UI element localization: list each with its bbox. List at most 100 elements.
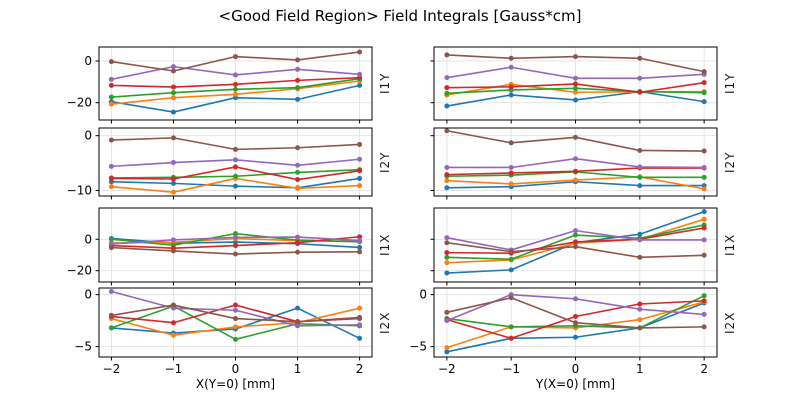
data-point-series-5 (357, 322, 363, 328)
data-point-series-5 (295, 323, 301, 329)
data-point-series-6 (573, 54, 578, 60)
data-point-series-6 (170, 248, 176, 254)
data-point-series-6 (357, 49, 363, 55)
y-tick-label: 0 (84, 129, 92, 143)
y-axis-label-right-i1y-vs-y: I1Y (723, 72, 737, 95)
data-point-series-5 (637, 164, 643, 170)
data-point-series-1 (233, 183, 238, 189)
data-point-series-3 (444, 254, 450, 260)
data-point-series-2 (701, 186, 707, 192)
data-point-series-1 (637, 231, 643, 237)
y-tick-label: 0 (84, 54, 92, 68)
gridlines (99, 288, 372, 357)
y-axis-label-right-i1y-vs-x: I1Y (378, 72, 392, 95)
x-tick-label: 0 (232, 362, 240, 376)
data-point-series-5 (108, 163, 114, 169)
data-point-series-6 (701, 324, 707, 330)
data-point-series-3 (701, 90, 707, 96)
data-point-series-2 (444, 178, 450, 184)
data-point-series-3 (233, 86, 238, 92)
data-point-series-5 (233, 72, 238, 78)
y-axis-label-right-i2y-vs-x: I2Y (378, 151, 392, 173)
data-point-series-1 (233, 239, 238, 245)
subplot-i1y-vs-y (430, 46, 718, 124)
data-point-series-6 (233, 54, 238, 60)
data-point-series-4 (233, 302, 238, 308)
data-point-series-4 (637, 301, 643, 307)
data-point-series-6 (108, 137, 114, 143)
subplot-i2x-vs-x: −2 −1 0 1 2 0 −5 X(Y=0) [mm] (74, 287, 373, 391)
axis-ticks: 0 −20 (67, 232, 361, 286)
data-point-series-3 (233, 231, 238, 237)
data-point-series-5 (444, 318, 450, 324)
data-point-series-3 (295, 85, 301, 91)
data-point-series-3 (508, 324, 514, 330)
data-point-series-1 (170, 109, 176, 115)
data-point-series-6 (108, 245, 114, 251)
axis-ticks (430, 238, 705, 286)
data-point-series-6 (295, 145, 301, 151)
y-axis-label-right-i1x-vs-y: I1X (723, 233, 737, 257)
series-group (108, 49, 363, 115)
data-point-series-1 (444, 270, 450, 276)
data-point-series-5 (170, 237, 176, 243)
data-point-series-1 (701, 209, 707, 215)
data-point-series-1 (444, 185, 450, 191)
data-point-series-4 (573, 313, 578, 319)
data-point-series-5 (170, 160, 176, 166)
data-point-series-6 (508, 295, 514, 301)
data-point-series-6 (170, 135, 176, 141)
x-axis-label: X(Y=0) [mm] (196, 377, 275, 391)
y-tick-label: −5 (74, 340, 92, 354)
data-point-series-6 (508, 55, 514, 61)
data-point-series-4 (508, 335, 514, 341)
data-point-series-2 (108, 101, 114, 107)
x-tick-label: −2 (438, 362, 456, 376)
data-point-series-3 (108, 325, 114, 331)
data-point-series-5 (357, 71, 363, 77)
plot-canvas-i2x-vs-y: −2 −1 0 1 2 0 −5 Y(X=0) [mm] (409, 287, 718, 391)
data-point-series-4 (701, 298, 707, 304)
subplot-i1x-vs-y (430, 207, 718, 286)
plot-canvas-i2x-vs-x: −2 −1 0 1 2 0 −5 X(Y=0) [mm] (74, 287, 373, 391)
data-point-series-6 (508, 249, 514, 255)
y-tick-label: −10 (67, 184, 92, 198)
data-point-series-6 (295, 319, 301, 325)
y-tick-label: −20 (67, 96, 92, 110)
data-point-series-3 (233, 336, 238, 342)
subplot-i1x-vs-x: 0 −20 (67, 207, 373, 286)
data-point-series-1 (357, 175, 363, 181)
data-point-series-4 (637, 89, 643, 95)
data-point-series-5 (701, 164, 707, 170)
data-point-series-4 (701, 80, 707, 86)
axis-ticks: 0 −10 (67, 129, 361, 200)
data-point-series-5 (357, 156, 363, 162)
data-point-series-5 (233, 307, 238, 313)
plot-canvas-i2y-vs-x: 0 −10 (67, 127, 373, 200)
data-point-series-6 (233, 316, 238, 322)
data-point-series-2 (573, 89, 578, 95)
data-point-series-3 (108, 94, 114, 100)
data-point-series-2 (701, 216, 707, 222)
x-tick-label: 2 (700, 362, 708, 376)
data-point-series-6 (170, 68, 176, 74)
series-group (444, 209, 707, 276)
data-point-series-6 (637, 55, 643, 61)
data-point-series-5 (701, 311, 707, 317)
data-point-series-4 (233, 164, 238, 170)
x-tick-label: −2 (103, 362, 121, 376)
axis-ticks (430, 135, 705, 200)
plot-canvas-i1x-vs-y (430, 207, 718, 286)
data-point-series-4 (573, 239, 578, 245)
data-point-series-3 (444, 90, 450, 96)
data-point-series-2 (233, 91, 238, 97)
data-point-series-5 (233, 234, 238, 240)
data-point-series-1 (357, 82, 363, 88)
x-tick-label: 0 (572, 362, 580, 376)
data-point-series-6 (637, 325, 643, 331)
subplot-i2y-vs-y (430, 127, 718, 200)
data-point-series-3 (108, 236, 114, 242)
data-point-series-1 (508, 92, 514, 98)
plot-canvas-i1y-vs-y (430, 46, 718, 124)
data-point-series-6 (444, 309, 450, 315)
